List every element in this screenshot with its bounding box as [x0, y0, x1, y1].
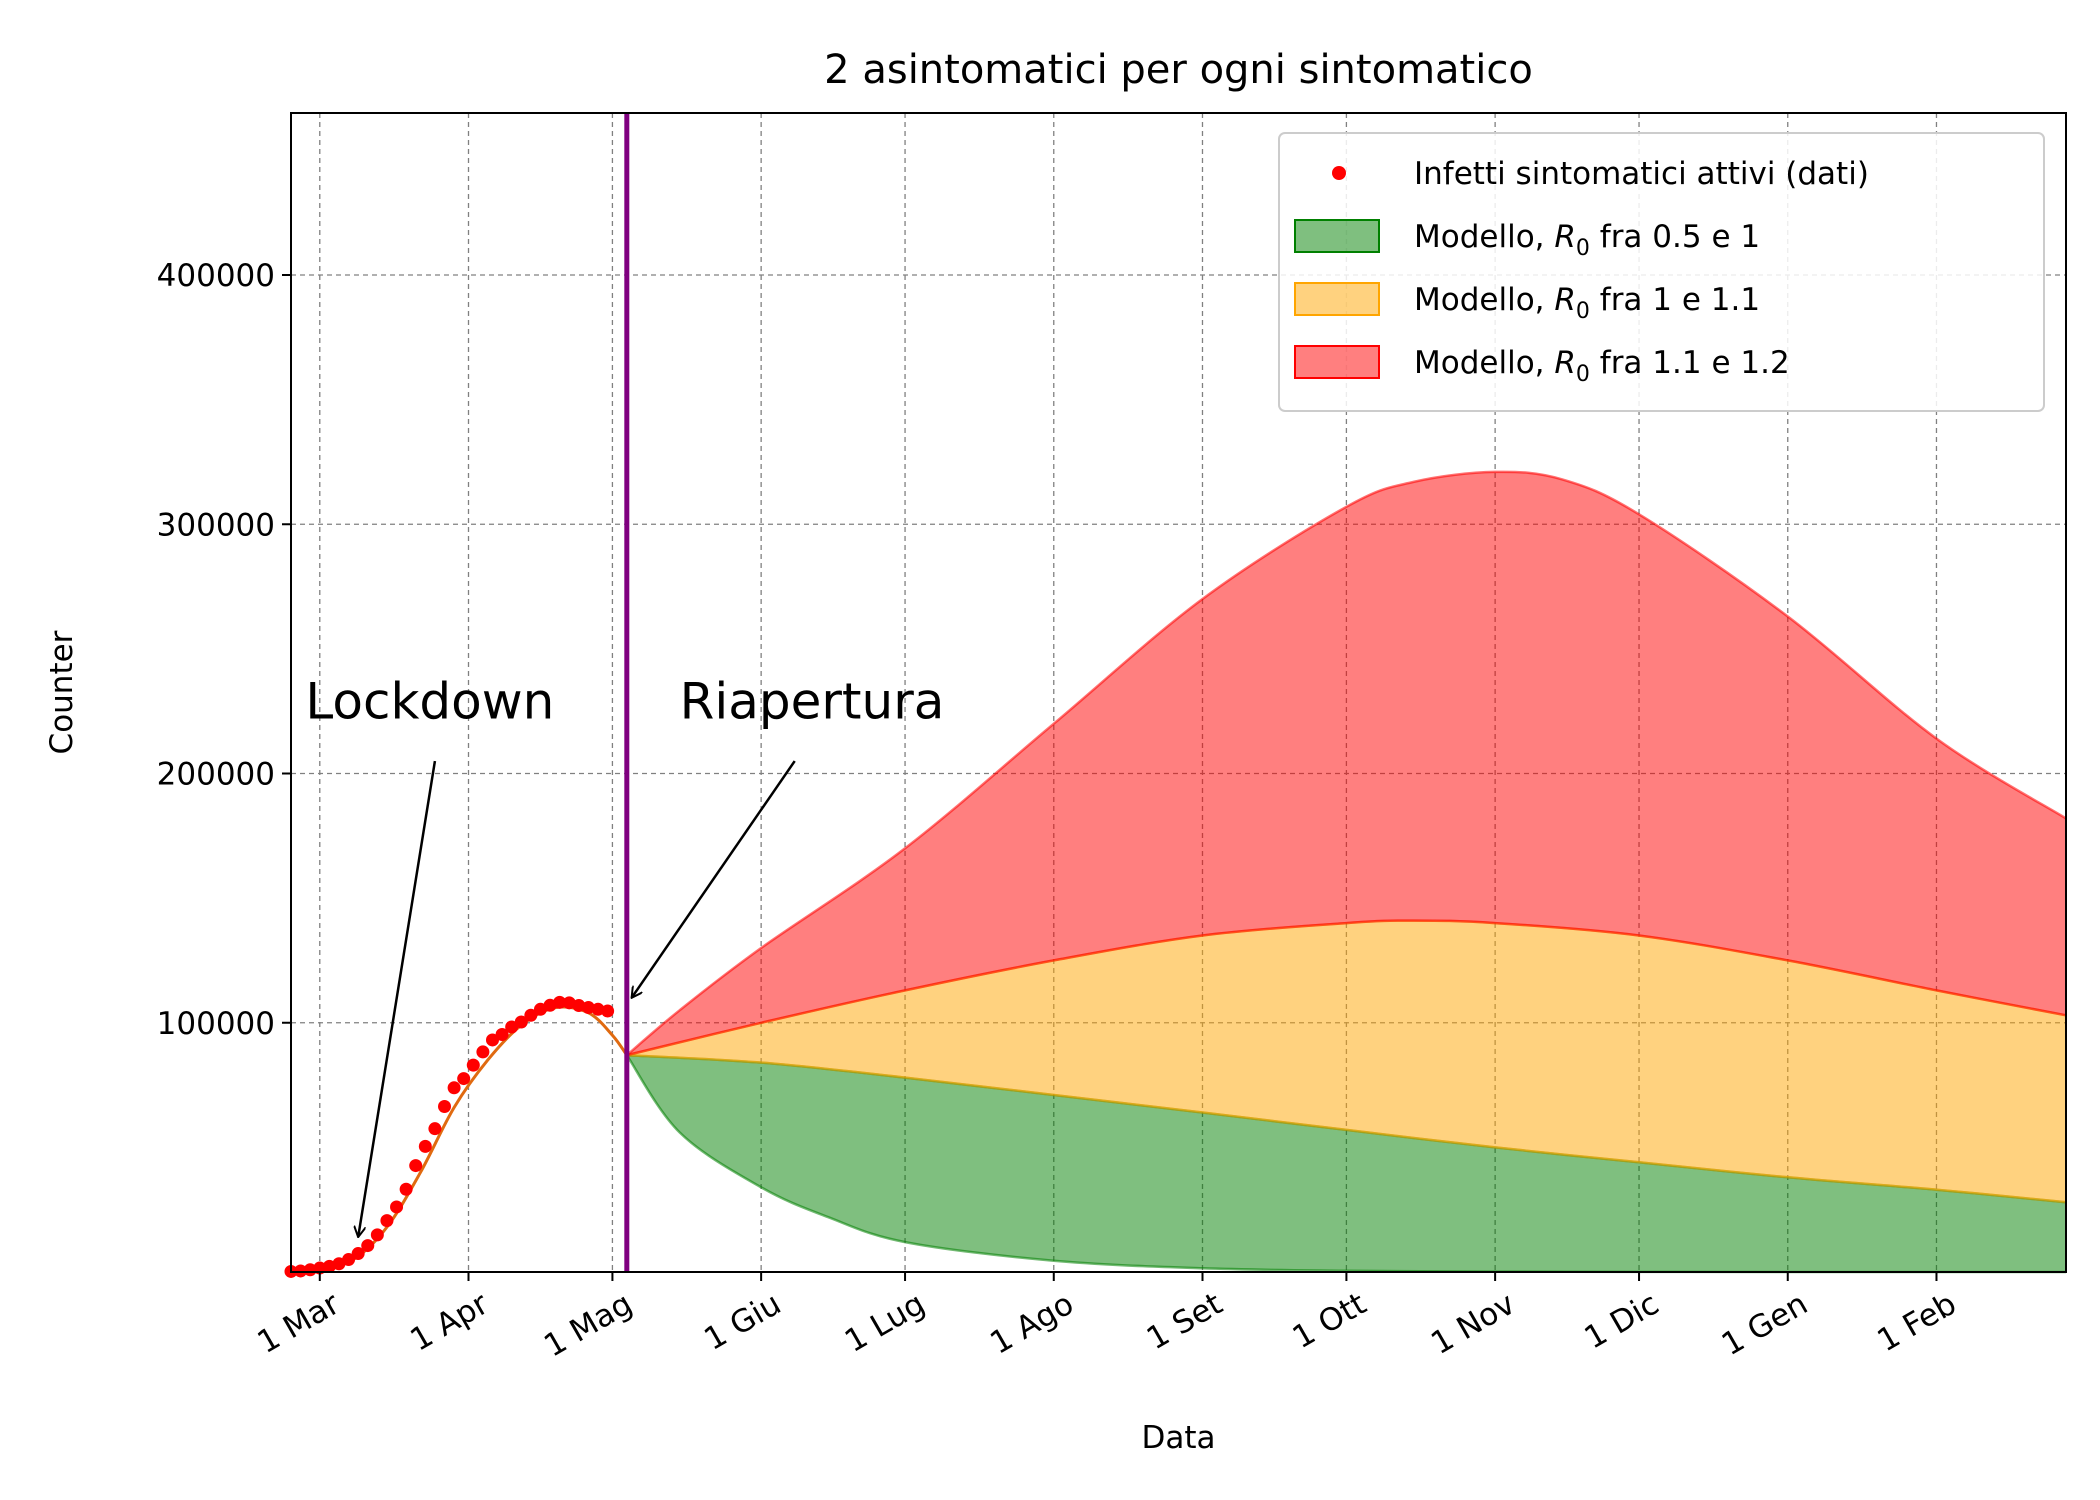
band-3-upper-edge: [625, 470, 2067, 1057]
data-point-21: [485, 1033, 499, 1047]
data-point-9: [370, 1228, 384, 1242]
y-tick-label-1: 200000: [157, 757, 275, 793]
data-point-12: [399, 1182, 413, 1196]
data-point-10: [380, 1214, 394, 1228]
legend-label-3-prefix: Modello,: [1414, 345, 1554, 381]
band-2-lower-edge: [626, 1053, 2067, 1204]
data-point-20: [476, 1045, 490, 1059]
data-point-33: [601, 1004, 615, 1018]
data-point-17: [447, 1081, 461, 1095]
data-point-18: [457, 1072, 471, 1086]
data-point-22: [495, 1027, 509, 1041]
annotation-2-text: Riapertura: [680, 673, 945, 731]
data-point-6: [342, 1253, 356, 1267]
data-point-16: [438, 1099, 452, 1113]
data-point-23: [505, 1020, 519, 1034]
data-point-19: [466, 1058, 480, 1072]
legend-label-2: Modello, R0 fra 1 e 1.1: [1414, 282, 1760, 324]
legend-label-1-suffix: fra 0.5 e 1: [1590, 219, 1760, 255]
legend-label-3-subscript: 0: [1576, 362, 1590, 387]
y-tick-label-2: 300000: [157, 507, 275, 543]
data-point-7: [351, 1247, 365, 1261]
y-tick-label-0: 100000: [157, 1006, 275, 1042]
data-point-11: [390, 1200, 404, 1214]
data-point-28: [553, 995, 567, 1009]
legend-label-2-suffix: fra 1 e 1.1: [1590, 282, 1760, 318]
data-point-31: [581, 1001, 595, 1015]
legend-marker-1: [1294, 219, 1380, 253]
legend-box: [1278, 132, 2045, 412]
data-point-32: [591, 1002, 605, 1016]
legend: Infetti sintomatici attivi (dati) Modello…: [1278, 132, 2045, 412]
data-point-14: [418, 1139, 432, 1153]
data-point-2: [303, 1263, 317, 1277]
legend-label-0: Infetti sintomatici attivi (dati): [1414, 156, 1869, 192]
legend-label-1-subscript: 0: [1576, 236, 1590, 261]
band-1-area: [626, 1055, 2066, 1272]
data-point-24: [514, 1015, 528, 1029]
legend-label-2-prefix: Modello,: [1414, 282, 1554, 318]
legend-label-2-subscript: 0: [1576, 299, 1590, 324]
annotation-2-arrow: [632, 760, 796, 998]
band-2-area: [626, 920, 2066, 1203]
legend-marker-3: [1294, 345, 1380, 379]
legend-marker-0: [1332, 166, 1346, 180]
legend-marker-2: [1294, 282, 1380, 316]
data-point-1: [294, 1264, 308, 1278]
legend-label-3-suffix: fra 1.1 e 1.2: [1590, 345, 1790, 381]
y-tick-label-3: 400000: [157, 258, 275, 294]
x-axis-label: Data: [1141, 1420, 1215, 1456]
annotation-1-arrow: [358, 760, 437, 1237]
data-points: [284, 995, 615, 1278]
data-point-8: [361, 1239, 375, 1253]
chart-title: 2 asintomatici per ogni sintomatico: [824, 47, 1533, 93]
legend-label-2-symbol: R: [1554, 282, 1576, 318]
annotation-1-text: Lockdown: [305, 673, 554, 731]
band-3-area: [626, 471, 2066, 1056]
data-point-13: [409, 1159, 423, 1173]
legend-label-1-symbol: R: [1554, 219, 1576, 255]
legend-label-3: Modello, R0 fra 1.1 e 1.2: [1414, 345, 1790, 387]
plot-frame: [290, 112, 2067, 1273]
legend-label-1-prefix: Modello,: [1414, 219, 1554, 255]
band-3-lower-edge: [626, 919, 2067, 1057]
data-point-25: [524, 1008, 538, 1022]
data-point-15: [428, 1122, 442, 1136]
y-axis-label: Counter: [44, 630, 80, 754]
annotations: Lockdown Riapertura: [305, 673, 944, 1237]
model-bands: [625, 470, 2067, 1274]
legend-label-3-symbol: R: [1554, 345, 1576, 381]
legend-label-1: Modello, R0 fra 0.5 e 1: [1414, 219, 1760, 261]
